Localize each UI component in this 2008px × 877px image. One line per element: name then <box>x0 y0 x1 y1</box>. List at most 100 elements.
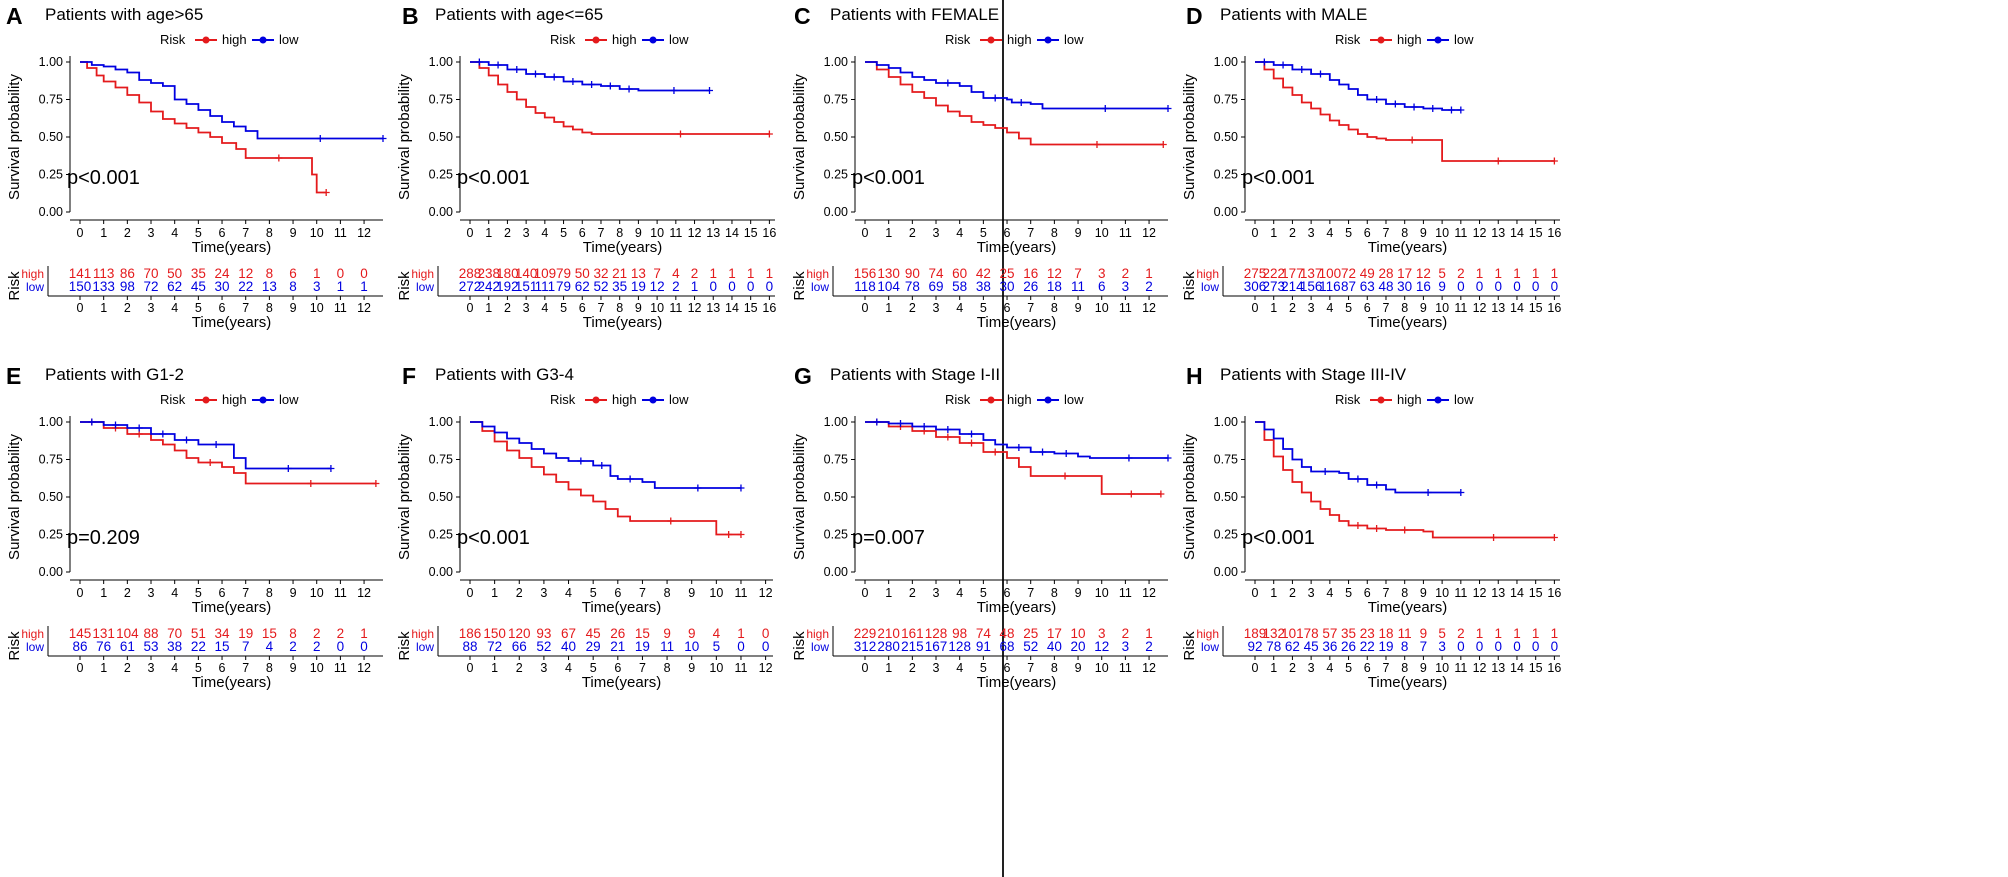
risk-count-low: 22 <box>191 639 206 654</box>
x-tick-label: 4 <box>956 586 963 600</box>
risk-x-tick-label: 8 <box>266 301 273 315</box>
panel-title: Patients with Stage III-IV <box>1220 365 1407 384</box>
risk-count-low: 1 <box>691 279 699 294</box>
risk-x-tick-label: 12 <box>1473 301 1487 315</box>
risk-count-high: 12 <box>1047 266 1062 281</box>
x-tick-label: 12 <box>357 586 371 600</box>
risk-x-tick-label: 0 <box>1252 661 1259 675</box>
censor-mark-low <box>1373 481 1381 489</box>
panel-title: Patients with FEMALE <box>830 5 999 24</box>
censor-mark-low <box>1457 106 1465 114</box>
y-axis-title: Survival probability <box>6 74 23 200</box>
y-tick-label: 0.00 <box>1214 205 1238 219</box>
x-tick-label: 1 <box>485 226 492 240</box>
x-tick-label: 6 <box>614 586 621 600</box>
risk-x-tick-label: 11 <box>1119 301 1132 315</box>
risk-x-tick-label: 2 <box>124 301 131 315</box>
risk-count-high: 2 <box>1122 626 1130 641</box>
risk-count-high: 86 <box>120 266 135 281</box>
survival-curve-high <box>1255 421 1555 539</box>
y-tick-label: 1.00 <box>1214 415 1238 429</box>
risk-x-tick-label: 4 <box>565 661 572 675</box>
risk-group-high: high <box>411 627 434 641</box>
panel-title: Patients with age>65 <box>45 5 203 24</box>
risk-count-high: 229 <box>854 626 877 641</box>
x-tick-label: 12 <box>357 226 371 240</box>
risk-x-tick-label: 12 <box>357 301 371 315</box>
censor-mark-high <box>307 480 315 487</box>
survival-curve-high <box>865 421 1161 495</box>
risk-count-low: 22 <box>1360 639 1375 654</box>
x-tick-label: 3 <box>540 586 547 600</box>
censor-mark-low <box>1101 105 1109 112</box>
y-tick-label: 1.00 <box>429 415 453 429</box>
p-value: p<0.001 <box>852 167 925 189</box>
risk-x-tick-label: 1 <box>885 301 892 315</box>
risk-x-tick-label: 1 <box>1270 661 1277 675</box>
legend-marker-high <box>202 36 210 44</box>
legend-title: Risk <box>550 392 576 407</box>
risk-x-tick-label: 8 <box>1051 661 1058 675</box>
risk-count-high: 51 <box>191 626 206 641</box>
risk-count-low: 242 <box>477 279 500 294</box>
risk-count-high: 128 <box>925 626 948 641</box>
risk-count-low: 92 <box>1247 639 1262 654</box>
censor-mark-low <box>316 135 324 142</box>
risk-x-tick-label: 10 <box>1095 661 1109 675</box>
risk-count-high: 15 <box>635 626 650 641</box>
survival-curve-high <box>80 421 376 485</box>
risk-count-high: 12 <box>1416 266 1431 281</box>
x-tick-label: 2 <box>504 226 511 240</box>
x-axis-title: Time(years) <box>1368 239 1447 256</box>
survival-curve-high <box>470 421 741 536</box>
x-tick-label: 12 <box>688 226 702 240</box>
risk-group-high: high <box>806 267 829 281</box>
risk-group-high: high <box>21 267 44 281</box>
risk-count-low: 0 <box>709 279 717 294</box>
x-tick-label: 16 <box>1547 226 1561 240</box>
risk-x-tick-label: 0 <box>77 301 84 315</box>
risk-count-low: 62 <box>1285 639 1300 654</box>
risk-count-high: 60 <box>952 266 967 281</box>
censor-mark-low <box>1039 448 1047 456</box>
risk-x-tick-label: 9 <box>290 661 297 675</box>
risk-group-low: low <box>811 640 829 654</box>
x-tick-label: 2 <box>909 586 916 600</box>
x-tick-label: 14 <box>725 226 739 240</box>
censor-mark-low <box>1457 489 1465 496</box>
risk-count-high: 100 <box>1319 266 1342 281</box>
risk-count-high: 11 <box>1398 626 1412 641</box>
risk-x-tick-label: 9 <box>1420 661 1427 675</box>
risk-x-tick-label: 6 <box>1364 301 1371 315</box>
y-tick-label: 0.00 <box>1214 565 1238 579</box>
y-tick-label: 0.75 <box>429 93 453 107</box>
x-axis-title: Time(years) <box>977 599 1056 616</box>
risk-x-tick-label: 11 <box>334 301 347 315</box>
survival-curve-high <box>1255 61 1555 162</box>
risk-x-axis-title: Time(years) <box>977 674 1056 691</box>
risk-group-low: low <box>26 280 44 294</box>
x-tick-label: 5 <box>195 586 202 600</box>
y-tick-label: 1.00 <box>824 55 848 69</box>
x-tick-label: 3 <box>148 226 155 240</box>
x-tick-label: 1 <box>885 226 892 240</box>
y-tick-label: 1.00 <box>39 415 63 429</box>
risk-x-tick-label: 4 <box>956 661 963 675</box>
censor-mark-low <box>606 82 614 90</box>
censor-mark-low <box>159 430 167 438</box>
y-axis-title: Survival probability <box>396 74 413 200</box>
risk-count-low: 214 <box>1281 279 1304 294</box>
risk-count-low: 76 <box>96 639 111 654</box>
risk-count-low: 0 <box>1494 639 1502 654</box>
risk-count-high: 35 <box>1341 626 1356 641</box>
risk-count-low: 0 <box>337 639 345 654</box>
risk-count-low: 0 <box>1476 279 1484 294</box>
y-tick-label: 0.25 <box>824 168 848 182</box>
risk-count-low: 62 <box>167 279 182 294</box>
risk-count-high: 288 <box>459 266 482 281</box>
censor-mark-low <box>284 465 292 472</box>
x-tick-label: 10 <box>1095 226 1109 240</box>
risk-x-tick-label: 2 <box>909 301 916 315</box>
censor-mark-low <box>670 87 678 94</box>
risk-count-low: 53 <box>144 639 159 654</box>
